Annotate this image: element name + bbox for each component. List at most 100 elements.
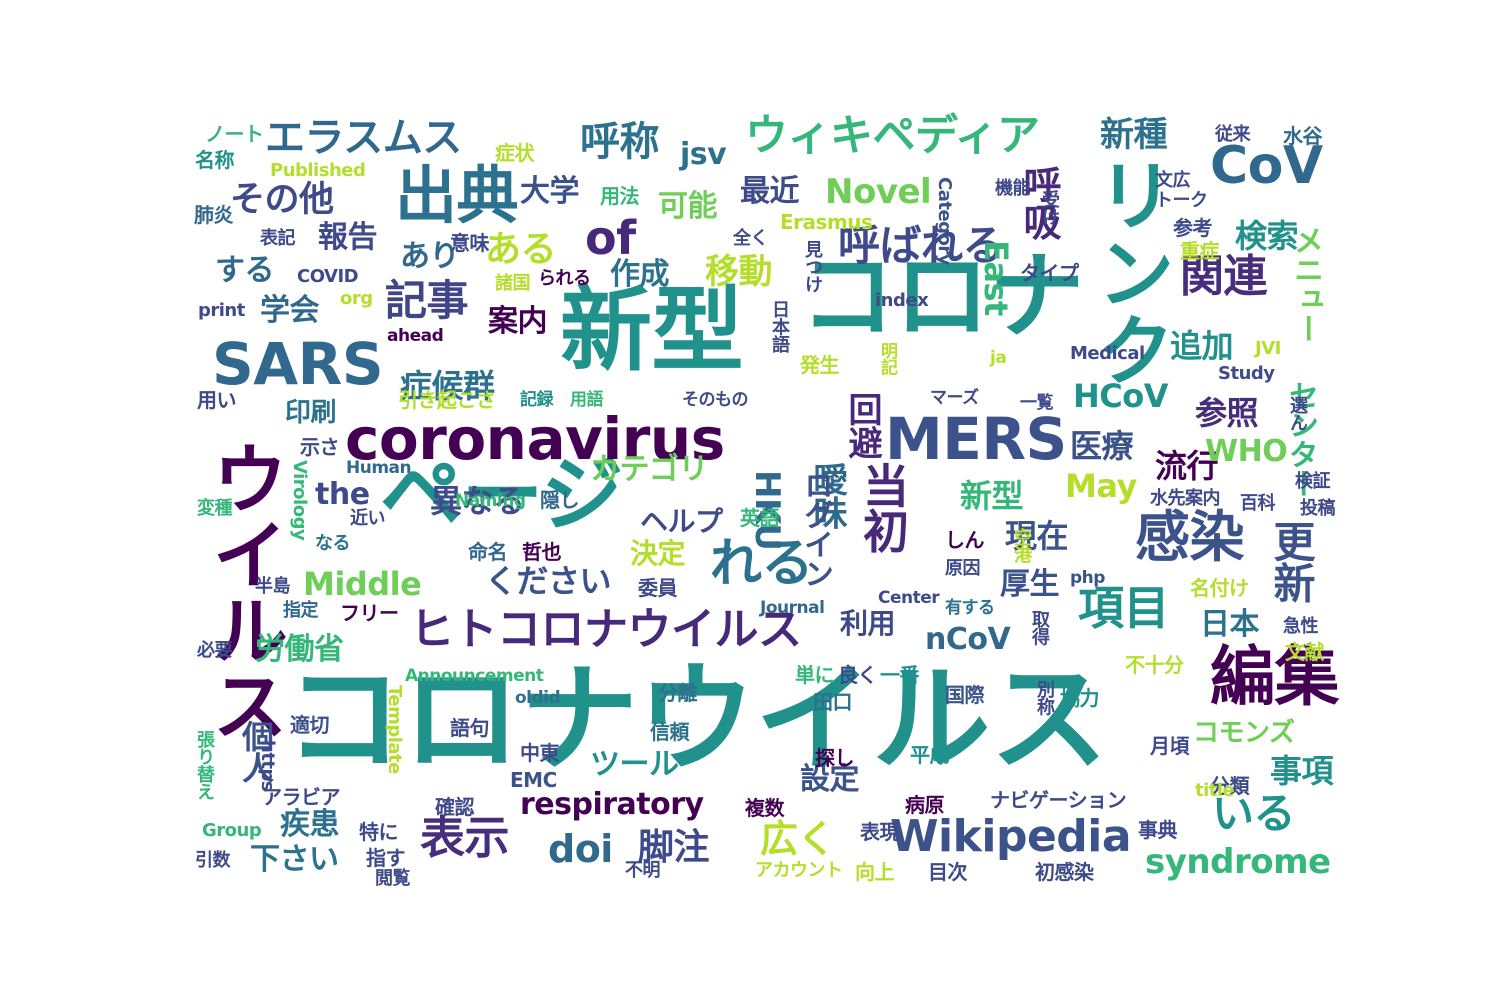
cloud-word: SARS (212, 330, 384, 398)
cloud-word: 出典 (395, 159, 519, 232)
cloud-word: ja (990, 348, 1007, 368)
cloud-word: 文献 (1285, 640, 1325, 664)
cloud-word: ログイン (798, 470, 833, 588)
cloud-word: Middle (303, 565, 422, 603)
cloud-word: Template (384, 685, 405, 774)
cloud-word: 検証 (1295, 471, 1331, 492)
cloud-word: Announcement (405, 666, 544, 686)
cloud-word: 回避 (842, 392, 882, 459)
cloud-word: 現在 (1005, 517, 1069, 555)
cloud-word: 重症 (1180, 239, 1220, 263)
cloud-word: 呼称 (580, 119, 660, 165)
cloud-word: しん (945, 528, 985, 552)
cloud-word: 検索 (1235, 217, 1299, 255)
cloud-word: 原因 (945, 558, 981, 579)
cloud-word: 曖昧 (807, 462, 847, 529)
cloud-word: コロナ (800, 242, 1084, 352)
cloud-word: 不明 (625, 860, 661, 881)
cloud-word: 用法 (600, 184, 640, 208)
cloud-word: https (257, 740, 278, 792)
cloud-word: 月頃 (1150, 734, 1190, 758)
cloud-word: Category (934, 177, 955, 266)
cloud-word: ウィキペディア (745, 111, 1040, 161)
cloud-word: 百科 (1240, 493, 1276, 514)
cloud-word: 日本 (1200, 607, 1260, 642)
cloud-word: HKU (747, 470, 787, 551)
cloud-word: アカウント (755, 860, 843, 881)
cloud-word: 利用 (840, 607, 896, 640)
cloud-word: ウイルス (199, 440, 288, 742)
cloud-word: 脚注 (638, 827, 710, 868)
cloud-word: doi (548, 827, 613, 871)
cloud-word: その他 (230, 180, 334, 220)
cloud-word: 良く (838, 663, 878, 687)
cloud-word: coronavirus (345, 405, 725, 473)
cloud-word: 不十分 (1125, 653, 1184, 677)
cloud-word: 閲覧 (375, 868, 411, 889)
cloud-word: 一覧 (1020, 393, 1054, 413)
cloud-word: title (1195, 780, 1235, 801)
cloud-word: れる (710, 534, 814, 594)
cloud-word: 明記 (877, 342, 897, 375)
cloud-word: 新型 (560, 277, 744, 384)
cloud-word: syndrome (1145, 842, 1331, 882)
cloud-word: 示さ (300, 435, 340, 459)
cloud-word: 分離 (658, 681, 698, 705)
cloud-word: 従来 (1215, 124, 1251, 145)
cloud-word: 投稿 (1300, 498, 1336, 519)
cloud-word: 別称 (1034, 680, 1055, 715)
cloud-word: 見つけ (802, 240, 823, 293)
cloud-word: nCoV (925, 622, 1011, 657)
cloud-word: 哲也 (522, 540, 562, 564)
cloud-word: COVID (297, 266, 359, 287)
cloud-word: May (1065, 467, 1137, 505)
cloud-word: 下さい (250, 842, 339, 877)
cloud-word: 項目 (1078, 581, 1170, 635)
cloud-word: 用い (197, 388, 237, 412)
cloud-word: 田口 (813, 690, 853, 714)
cloud-word: East (977, 240, 1015, 316)
cloud-word: 指す (366, 846, 406, 870)
cloud-word: Study (1218, 363, 1275, 384)
cloud-word: 変種 (197, 498, 233, 519)
cloud-word: ください (485, 562, 612, 600)
cloud-word: HCoV (1073, 377, 1169, 415)
cloud-word: トーク (1155, 190, 1208, 211)
cloud-word: 異なる (430, 482, 525, 520)
cloud-word: Medical (1070, 343, 1145, 364)
cloud-word: index (875, 290, 929, 311)
cloud-word: コロナウイルス (285, 650, 1108, 788)
cloud-word: Center (878, 588, 940, 608)
cloud-word: 大学 (520, 174, 580, 209)
cloud-word: 疾患 (280, 807, 340, 842)
cloud-word: 全く (733, 228, 769, 249)
cloud-word: 受け (1039, 190, 1060, 225)
cloud-word: センター (1283, 380, 1318, 498)
cloud-word: 指定 (283, 600, 319, 621)
cloud-word: 張り替え (194, 730, 215, 800)
cloud-word: 一番 (880, 663, 920, 687)
cloud-word: CoV (1210, 136, 1323, 196)
cloud-word: 目次 (928, 860, 968, 884)
cloud-word: 委員 (638, 576, 678, 600)
cloud-word: いる (1212, 789, 1296, 838)
cloud-word: 中東 (520, 741, 560, 765)
cloud-word: ツール (590, 747, 679, 782)
cloud-word: 発生 (800, 353, 840, 377)
cloud-word: 呼吸 (1017, 165, 1061, 240)
cloud-word: 記録 (520, 390, 554, 410)
cloud-word: ヘルプ (640, 505, 723, 538)
cloud-word: 隠し (540, 488, 580, 512)
cloud-word: 命名 (468, 540, 508, 564)
cloud-word: ヒトコロナウイルス (410, 604, 802, 655)
cloud-word: する (215, 253, 275, 288)
cloud-word: 移動 (705, 252, 773, 292)
cloud-word: フリー (340, 601, 399, 625)
cloud-word: コモンズ (1193, 718, 1295, 748)
cloud-word: 表示 (420, 811, 510, 864)
cloud-word: 半島 (255, 576, 291, 597)
cloud-word: メニュー (1288, 225, 1323, 343)
cloud-word: 取得 (1029, 610, 1050, 645)
cloud-word: 更新 (1267, 520, 1316, 603)
